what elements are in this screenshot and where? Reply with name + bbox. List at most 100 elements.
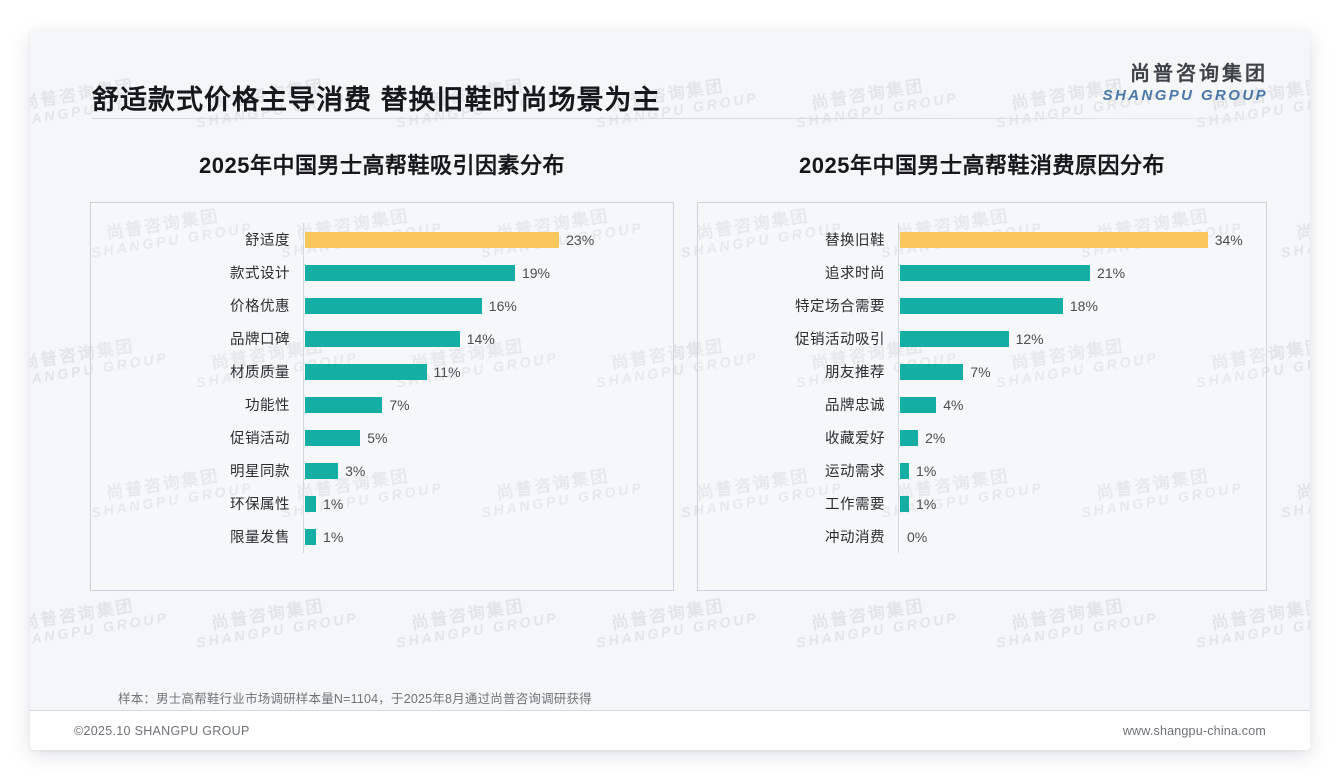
- bar-track: 23%: [303, 223, 673, 256]
- bar-track: 1%: [303, 487, 673, 520]
- bar-fill: [305, 396, 383, 413]
- bar-track: 19%: [303, 256, 673, 289]
- slide-footer: ©2025.10 SHANGPU GROUP www.shangpu-china…: [30, 711, 1310, 750]
- bar-category-label: 品牌忠诚: [825, 398, 885, 414]
- bar-category-label: 追求时尚: [825, 266, 885, 282]
- footer-copyright: ©2025.10 SHANGPU GROUP: [74, 724, 250, 738]
- bar-value-label: 16%: [488, 297, 517, 314]
- bar-track: 14%: [303, 322, 673, 355]
- bar-value-label: 1%: [916, 462, 937, 479]
- brand-logo: 尚普咨询集团 SHANGPU GROUP: [1103, 63, 1268, 105]
- bar-category-label: 替换旧鞋: [825, 233, 885, 249]
- bar-row: 品牌忠诚 4%: [698, 388, 1266, 421]
- bar-fill: [305, 264, 515, 281]
- chart-panel-left: 舒适度 23% 款式设计 19% 价格优惠 16% 品牌口碑 14% 材质质量 11% 功能性 7% 促…: [90, 202, 674, 591]
- header-divider: [92, 118, 1252, 119]
- bar-track: 7%: [898, 355, 1266, 388]
- bar-value-label: 3%: [345, 462, 366, 479]
- bar-fill: [900, 264, 1091, 281]
- bar-track: 1%: [898, 487, 1266, 520]
- sample-footnote: 样本：男士高帮鞋行业市场调研样本量N=1104，于2025年8月通过尚普咨询调研…: [118, 692, 592, 706]
- bar-value-label: 0%: [907, 528, 928, 545]
- bar-category-label: 环保属性: [230, 497, 290, 513]
- bar-fill: [305, 231, 560, 248]
- bar-track: 1%: [898, 454, 1266, 487]
- bar-value-label: 14%: [466, 330, 495, 347]
- bar-track: 11%: [303, 355, 673, 388]
- bar-row: 价格优惠 16%: [91, 289, 673, 322]
- bar-value-label: 21%: [1097, 264, 1126, 281]
- bar-track: 21%: [898, 256, 1266, 289]
- bar-value-label: 34%: [1214, 231, 1243, 248]
- bar-category-label: 特定场合需要: [795, 299, 885, 315]
- footer-divider: [30, 710, 1310, 711]
- bar-value-label: 11%: [433, 363, 461, 380]
- bar-fill: [900, 462, 910, 479]
- chart-panel-right: 替换旧鞋 34% 追求时尚 21% 特定场合需要 18% 促销活动吸引 12% 朋友推荐 7% 品牌…: [697, 202, 1267, 591]
- bar-track: 18%: [898, 289, 1266, 322]
- bar-category-label: 工作需要: [825, 497, 885, 513]
- bar-category-label: 运动需求: [825, 464, 885, 480]
- bar-track: 34%: [898, 223, 1266, 256]
- bar-fill: [900, 363, 964, 380]
- bar-value-label: 7%: [970, 363, 991, 380]
- bar-value-label: 1%: [323, 495, 344, 512]
- bar-row: 促销活动吸引 12%: [698, 322, 1266, 355]
- bar-category-label: 材质质量: [230, 365, 290, 381]
- bar-category-label: 价格优惠: [230, 299, 290, 315]
- bar-list-right: 替换旧鞋 34% 追求时尚 21% 特定场合需要 18% 促销活动吸引 12% 朋友推荐 7% 品牌…: [698, 223, 1266, 574]
- footer-website: www.shangpu-china.com: [1122, 724, 1266, 738]
- bar-track: 3%: [303, 454, 673, 487]
- bar-category-label: 促销活动: [230, 431, 290, 447]
- brand-logo-cn: 尚普咨询集团: [1130, 63, 1268, 85]
- bar-category-label: 功能性: [245, 398, 290, 414]
- bar-value-label: 18%: [1069, 297, 1098, 314]
- bar-track: 7%: [303, 388, 673, 421]
- bar-category-label: 明星同款: [230, 464, 290, 480]
- bar-track: 2%: [898, 421, 1266, 454]
- bar-value-label: 1%: [916, 495, 937, 512]
- bar-value-label: 2%: [925, 429, 946, 446]
- bar-category-label: 朋友推荐: [825, 365, 885, 381]
- bar-fill: [305, 363, 427, 380]
- bar-track: 12%: [898, 322, 1266, 355]
- slide-header: 舒适款式价格主导消费 替换旧鞋时尚场景为主 尚普咨询集团 SHANGPU GRO…: [30, 30, 1310, 118]
- bar-row: 品牌口碑 14%: [91, 322, 673, 355]
- bar-row: 追求时尚 21%: [698, 256, 1266, 289]
- chart-title-left: 2025年中国男士高帮鞋吸引因素分布: [199, 153, 565, 178]
- bar-category-label: 品牌口碑: [230, 332, 290, 348]
- bar-fill: [305, 429, 361, 446]
- bar-track: 16%: [303, 289, 673, 322]
- bar-row: 工作需要 1%: [698, 487, 1266, 520]
- brand-logo-en: SHANGPU GROUP: [1102, 87, 1268, 104]
- bar-track: 4%: [898, 388, 1266, 421]
- bar-row: 款式设计 19%: [91, 256, 673, 289]
- bar-fill: [900, 429, 919, 446]
- bar-fill: [900, 330, 1009, 347]
- bar-value-label: 23%: [566, 231, 595, 248]
- bar-fill: [900, 297, 1063, 314]
- chart-block-purchase-reasons: 2025年中国男士高帮鞋消费原因分布 替换旧鞋 34% 追求时尚 21% 特定场合需要 1…: [697, 148, 1267, 591]
- bar-fill: [305, 495, 317, 512]
- bar-row: 朋友推荐 7%: [698, 355, 1266, 388]
- bar-row: 材质质量 11%: [91, 355, 673, 388]
- bar-row: 舒适度 23%: [91, 223, 673, 256]
- bar-fill: [305, 528, 317, 545]
- slide-card: 尚普咨询集团 SHANGPU GROUP 尚普咨询集团 SHANGPU GROUP 尚普…: [30, 30, 1310, 750]
- bar-value-label: 4%: [943, 396, 964, 413]
- bar-fill: [900, 231, 1208, 248]
- bar-fill: [305, 330, 460, 347]
- bar-category-label: 款式设计: [230, 266, 290, 282]
- bar-list-left: 舒适度 23% 款式设计 19% 价格优惠 16% 品牌口碑 14% 材质质量 11% 功能性 7% 促…: [91, 223, 673, 574]
- bar-category-label: 冲动消费: [825, 530, 885, 546]
- bar-category-label: 收藏爱好: [825, 431, 885, 447]
- bar-category-label: 促销活动吸引: [795, 332, 885, 348]
- page-title: 舒适款式价格主导消费 替换旧鞋时尚场景为主: [92, 85, 661, 115]
- bar-track: 5%: [303, 421, 673, 454]
- bar-value-label: 7%: [389, 396, 410, 413]
